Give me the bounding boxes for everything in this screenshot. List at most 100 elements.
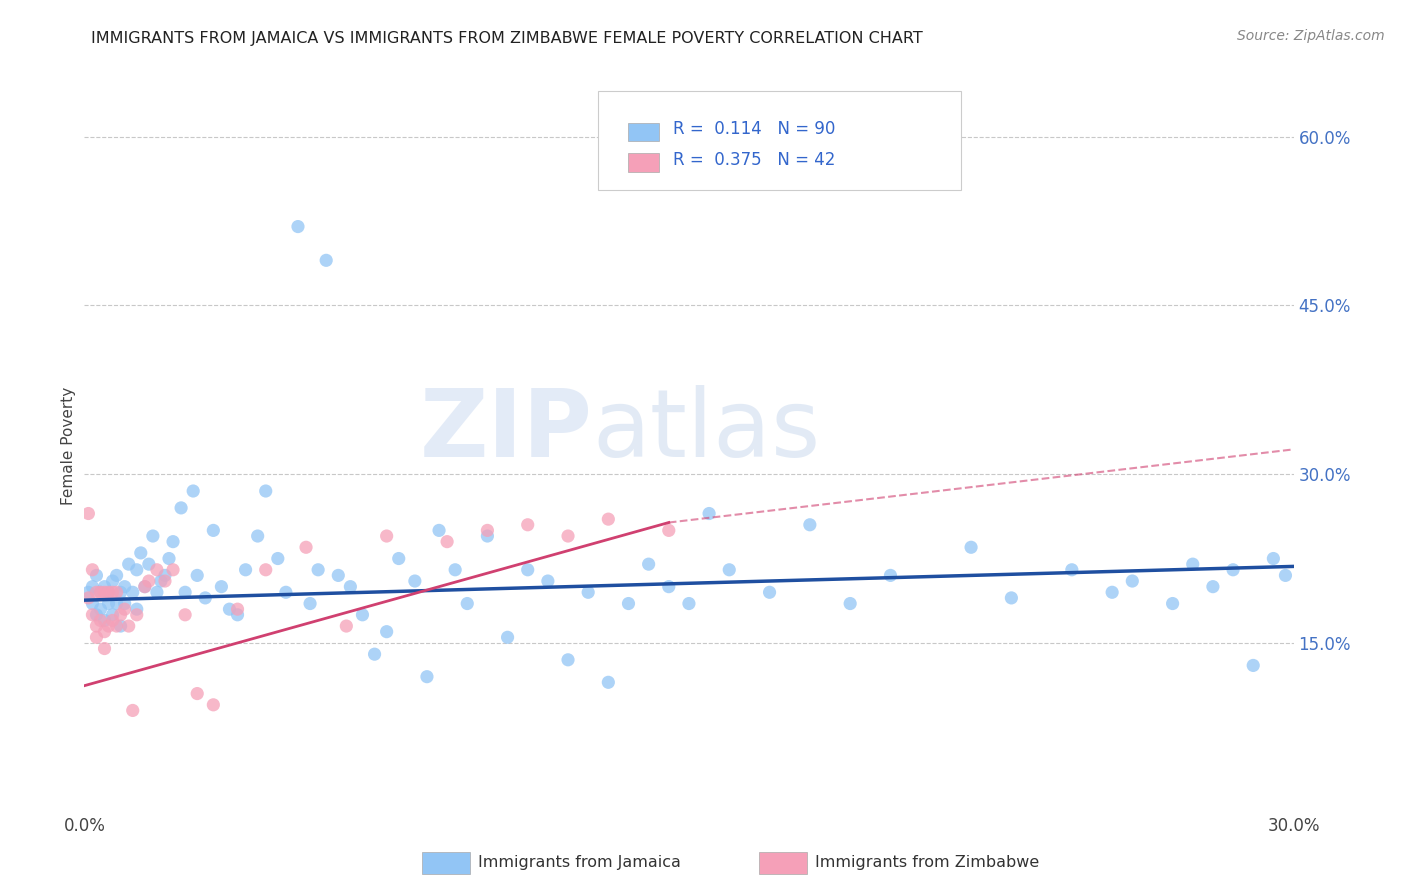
Immigrants from Zimbabwe: [97, 619, 120, 633]
Immigrants from Jamaica: [718, 563, 741, 577]
Immigrants from Jamaica: [758, 585, 780, 599]
Immigrants from Jamaica: [82, 597, 104, 611]
Immigrants from Zimbabwe: [202, 698, 225, 712]
Immigrants from Zimbabwe: [105, 585, 128, 599]
Immigrants from Jamaica: [181, 483, 204, 498]
Immigrants from Zimbabwe: [138, 574, 160, 588]
Immigrants from Zimbabwe: [121, 703, 143, 717]
Immigrants from Jamaica: [105, 597, 128, 611]
Immigrants from Jamaica: [218, 602, 240, 616]
Immigrants from Jamaica: [110, 585, 132, 599]
Immigrants from Jamaica: [388, 551, 411, 566]
Immigrants from Jamaica: [1121, 574, 1143, 588]
Immigrants from Zimbabwe: [516, 517, 538, 532]
Immigrants from Jamaica: [1222, 563, 1244, 577]
Immigrants from Zimbabwe: [101, 585, 124, 599]
Immigrants from Jamaica: [477, 529, 499, 543]
Immigrants from Jamaica: [1181, 557, 1204, 571]
Immigrants from Jamaica: [328, 568, 350, 582]
Immigrants from Jamaica: [134, 580, 156, 594]
Immigrants from Jamaica: [209, 580, 232, 594]
Immigrants from Zimbabwe: [295, 541, 318, 555]
Immigrants from Jamaica: [1161, 597, 1184, 611]
Immigrants from Zimbabwe: [86, 630, 108, 644]
Immigrants from Zimbabwe: [557, 529, 579, 543]
Text: ZIP: ZIP: [419, 385, 592, 477]
Immigrants from Jamaica: [1060, 563, 1083, 577]
Immigrants from Jamaica: [516, 563, 538, 577]
Immigrants from Jamaica: [146, 585, 169, 599]
Immigrants from Jamaica: [142, 529, 165, 543]
FancyBboxPatch shape: [599, 91, 962, 190]
Immigrants from Jamaica: [427, 524, 450, 538]
Immigrants from Jamaica: [246, 529, 269, 543]
Immigrants from Jamaica: [129, 546, 152, 560]
Immigrants from Jamaica: [839, 597, 862, 611]
Immigrants from Jamaica: [174, 585, 197, 599]
Immigrants from Jamaica: [226, 607, 249, 622]
Immigrants from Zimbabwe: [86, 585, 108, 599]
Immigrants from Jamaica: [315, 253, 337, 268]
Immigrants from Zimbabwe: [186, 687, 208, 701]
Immigrants from Zimbabwe: [125, 607, 148, 622]
Immigrants from Zimbabwe: [118, 619, 141, 633]
Immigrants from Jamaica: [274, 585, 297, 599]
Immigrants from Zimbabwe: [436, 534, 458, 549]
Immigrants from Jamaica: [186, 568, 208, 582]
Immigrants from Jamaica: [101, 574, 124, 588]
Immigrants from Jamaica: [537, 574, 560, 588]
Immigrants from Zimbabwe: [82, 563, 104, 577]
Text: R =  0.375   N = 42: R = 0.375 N = 42: [673, 151, 835, 169]
Immigrants from Jamaica: [444, 563, 467, 577]
Immigrants from Jamaica: [1263, 551, 1285, 566]
Immigrants from Jamaica: [637, 557, 659, 571]
Immigrants from Jamaica: [339, 580, 361, 594]
FancyBboxPatch shape: [628, 153, 659, 171]
Immigrants from Zimbabwe: [598, 512, 620, 526]
Immigrants from Jamaica: [254, 483, 277, 498]
Immigrants from Jamaica: [110, 619, 132, 633]
Immigrants from Jamaica: [617, 597, 640, 611]
Immigrants from Jamaica: [799, 517, 821, 532]
Immigrants from Jamaica: [125, 563, 148, 577]
Immigrants from Jamaica: [1241, 658, 1264, 673]
Immigrants from Zimbabwe: [93, 641, 115, 656]
Immigrants from Jamaica: [598, 675, 620, 690]
Immigrants from Zimbabwe: [134, 580, 156, 594]
Immigrants from Jamaica: [157, 551, 180, 566]
Immigrants from Zimbabwe: [77, 591, 100, 605]
Immigrants from Jamaica: [86, 607, 108, 622]
Immigrants from Zimbabwe: [101, 614, 124, 628]
Immigrants from Jamaica: [1274, 568, 1296, 582]
Immigrants from Jamaica: [82, 580, 104, 594]
Immigrants from Zimbabwe: [335, 619, 357, 633]
Immigrants from Zimbabwe: [254, 563, 277, 577]
Immigrants from Zimbabwe: [93, 624, 115, 639]
Immigrants from Jamaica: [121, 585, 143, 599]
Immigrants from Zimbabwe: [89, 614, 111, 628]
Immigrants from Jamaica: [1000, 591, 1022, 605]
Immigrants from Zimbabwe: [375, 529, 398, 543]
Immigrants from Zimbabwe: [86, 619, 108, 633]
Immigrants from Jamaica: [658, 580, 681, 594]
Immigrants from Zimbabwe: [93, 585, 115, 599]
Immigrants from Jamaica: [97, 585, 120, 599]
Immigrants from Zimbabwe: [153, 574, 176, 588]
Immigrants from Zimbabwe: [146, 563, 169, 577]
Immigrants from Jamaica: [77, 585, 100, 599]
Immigrants from Jamaica: [267, 551, 290, 566]
Immigrants from Jamaica: [153, 568, 176, 582]
Immigrants from Zimbabwe: [162, 563, 184, 577]
Immigrants from Zimbabwe: [77, 507, 100, 521]
Immigrants from Jamaica: [86, 568, 108, 582]
Immigrants from Jamaica: [456, 597, 478, 611]
Text: atlas: atlas: [592, 385, 821, 477]
Immigrants from Jamaica: [404, 574, 426, 588]
Immigrants from Jamaica: [375, 624, 398, 639]
Immigrants from Jamaica: [125, 602, 148, 616]
Immigrants from Zimbabwe: [110, 607, 132, 622]
Immigrants from Jamaica: [416, 670, 439, 684]
Y-axis label: Female Poverty: Female Poverty: [60, 387, 76, 505]
Immigrants from Jamaica: [1202, 580, 1225, 594]
Immigrants from Zimbabwe: [114, 602, 136, 616]
